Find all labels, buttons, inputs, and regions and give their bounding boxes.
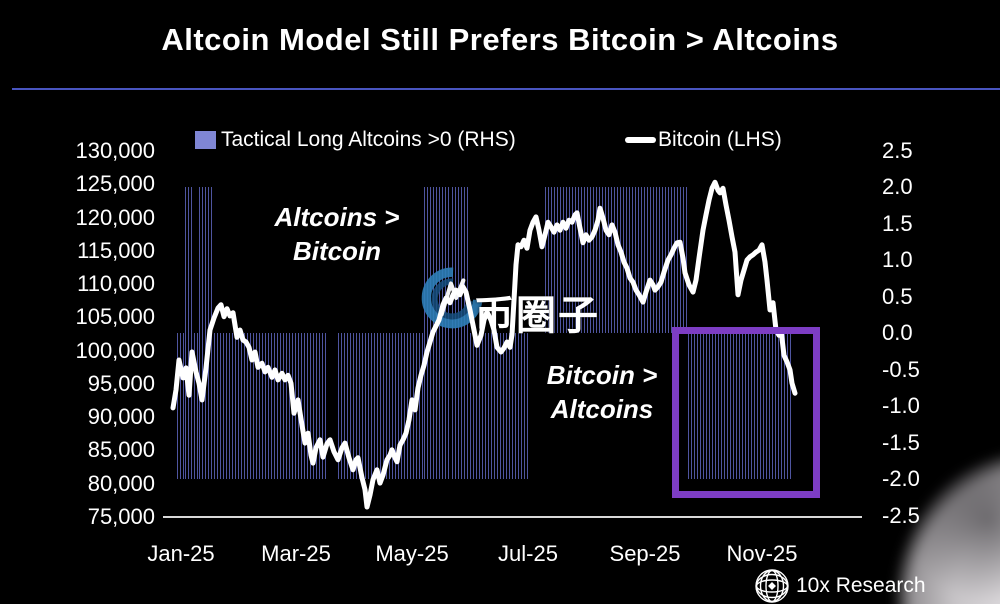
highlight-box bbox=[672, 327, 820, 498]
line-legend-label: Bitcoin (LHS) bbox=[658, 128, 782, 151]
axis-tick-label: Jan-25 bbox=[147, 541, 215, 566]
signal-band bbox=[424, 187, 449, 479]
axis-tick-label: 110,000 bbox=[77, 271, 155, 297]
axis-tick-label: 100,000 bbox=[75, 337, 155, 363]
signal-band bbox=[177, 333, 185, 479]
axis-tick-label: 80,000 bbox=[87, 470, 155, 496]
brand-name: 10x Research bbox=[796, 574, 926, 597]
axis-tick-label: 1.5 bbox=[882, 210, 913, 236]
axis-tick-label: 0.0 bbox=[882, 320, 913, 345]
signal-band bbox=[199, 187, 214, 479]
axis-tick-label: 95,000 bbox=[87, 370, 155, 396]
bitcoin-line bbox=[170, 179, 798, 510]
annotation-altcoins-gt-bitcoin: Altcoins > Bitcoin bbox=[222, 200, 452, 268]
signal-band bbox=[452, 187, 470, 479]
axis-tick-label: 2.0 bbox=[882, 174, 913, 199]
axis-tick-label: -2.0 bbox=[882, 466, 920, 491]
axis-tick-label: May-25 bbox=[375, 541, 449, 566]
axis-tick-label: 0.5 bbox=[882, 283, 913, 309]
bars-legend-swatch-icon bbox=[195, 131, 216, 149]
axis-tick-label: Jul-25 bbox=[498, 541, 558, 566]
axis-tick-label: 90,000 bbox=[87, 404, 155, 430]
signal-band bbox=[185, 187, 194, 479]
axis-tick-label: 130,000 bbox=[75, 138, 155, 163]
page-title: Altcoin Model Still Prefers Bitcoin > Al… bbox=[161, 22, 839, 57]
x-axis-line bbox=[163, 516, 862, 518]
axis-tick-label: -2.5 bbox=[882, 502, 920, 528]
annotation-line: Altcoins > bbox=[274, 202, 400, 232]
axis-tick-label: Sep-25 bbox=[609, 541, 681, 566]
bars-legend-label: Tactical Long Altcoins >0 (RHS) bbox=[221, 128, 516, 151]
axis-tick-label: 105,000 bbox=[75, 304, 155, 330]
axis-tick-label: -1.0 bbox=[882, 393, 920, 418]
title-underline bbox=[12, 88, 1000, 90]
axis-tick-label: 2.5 bbox=[882, 137, 913, 163]
axis-tick-label: Mar-25 bbox=[261, 541, 331, 566]
annotation-line: Altcoins bbox=[550, 394, 654, 424]
axis-tick-label: 120,000 bbox=[75, 204, 155, 230]
axis-tick-label: 1.0 bbox=[882, 247, 913, 272]
axis-tick-label: 85,000 bbox=[87, 437, 155, 463]
axis-tick-label: 75,000 bbox=[87, 504, 155, 529]
annotation-line: Bitcoin > bbox=[546, 360, 658, 390]
signal-band bbox=[470, 333, 530, 479]
axis-tick-label: Nov-25 bbox=[726, 541, 798, 566]
line-legend-dash-icon bbox=[625, 137, 656, 143]
annotation-line: Bitcoin bbox=[292, 236, 382, 266]
axis-tick-label: 125,000 bbox=[75, 171, 155, 197]
axis-tick-label: -0.5 bbox=[882, 356, 920, 382]
signal-band bbox=[545, 187, 687, 333]
globe-lattice-icon bbox=[755, 569, 789, 603]
signal-band bbox=[688, 333, 793, 479]
annotation-bitcoin-gt-altcoins: Bitcoin > Altcoins bbox=[487, 358, 717, 426]
signal-band bbox=[194, 333, 199, 479]
axis-tick-label: -1.5 bbox=[882, 429, 920, 455]
axis-tick-label: 115,000 bbox=[77, 237, 155, 263]
